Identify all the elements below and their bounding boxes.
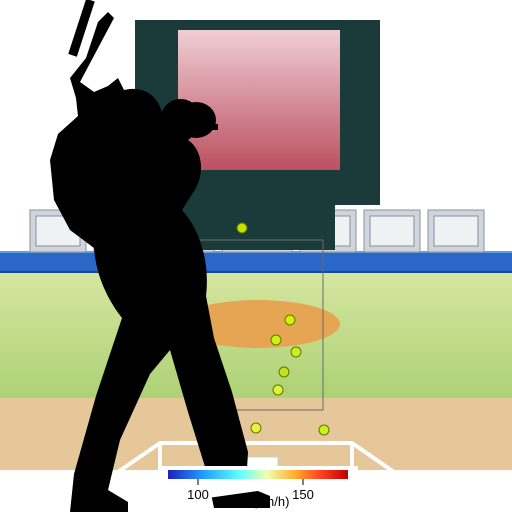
outfield-wall — [0, 252, 512, 272]
speed-legend-bar — [168, 470, 348, 479]
pitch-location-chart: 100 150球速(km/h) — [0, 0, 512, 512]
pitch-marker — [291, 347, 301, 357]
pitch-marker — [251, 423, 261, 433]
legend-tick-label: 100 — [187, 487, 209, 502]
pitch-marker — [285, 315, 295, 325]
pitch-marker — [319, 425, 329, 435]
legend-tick-label: 150 — [292, 487, 314, 502]
pitch-marker — [273, 385, 283, 395]
pitch-marker — [237, 223, 247, 233]
pitch-marker — [271, 335, 281, 345]
legend-axis-label: 球速(km/h) — [227, 494, 290, 509]
scoreboard-screen — [178, 30, 340, 170]
pitch-marker — [279, 367, 289, 377]
